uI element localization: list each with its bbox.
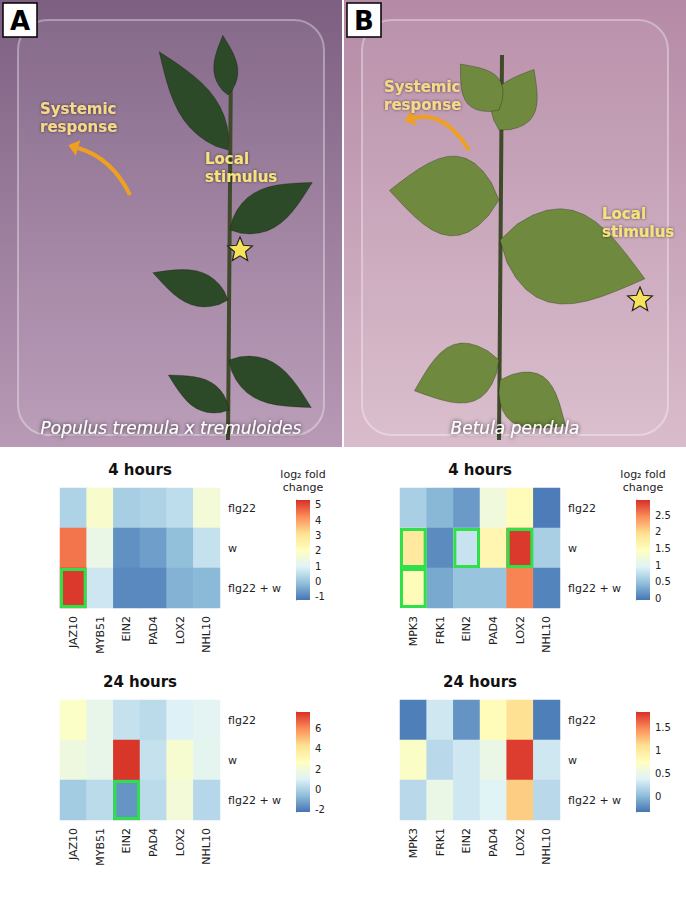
- svg-text:flg22: flg22: [228, 502, 256, 515]
- svg-text:Populus tremula x tremuloides: Populus tremula x tremuloides: [41, 418, 302, 438]
- svg-text:response: response: [384, 96, 461, 114]
- svg-text:change: change: [283, 481, 324, 494]
- svg-text:MYB51: MYB51: [94, 828, 107, 866]
- svg-text:LOX2: LOX2: [514, 616, 527, 644]
- svg-text:stimulus: stimulus: [602, 223, 674, 241]
- svg-text:6: 6: [315, 723, 321, 734]
- svg-text:4 hours: 4 hours: [108, 461, 172, 479]
- svg-text:flg22: flg22: [568, 714, 596, 727]
- svg-text:EIN2: EIN2: [460, 616, 473, 641]
- svg-text:LOX2: LOX2: [174, 828, 187, 856]
- svg-text:2: 2: [655, 526, 661, 537]
- svg-text:w: w: [568, 754, 577, 767]
- svg-text:0.5: 0.5: [655, 768, 671, 779]
- svg-text:JAZ10: JAZ10: [67, 828, 80, 861]
- svg-text:5: 5: [315, 499, 321, 510]
- svg-text:flg22 + w: flg22 + w: [568, 794, 621, 807]
- svg-text:NHL10: NHL10: [200, 616, 213, 653]
- svg-text:PAD4: PAD4: [147, 828, 160, 857]
- svg-text:flg22 + w: flg22 + w: [568, 582, 621, 595]
- svg-text:24 hours: 24 hours: [103, 673, 177, 691]
- svg-text:FRK1: FRK1: [434, 616, 447, 644]
- svg-text:MYB51: MYB51: [94, 616, 107, 654]
- svg-text:0: 0: [315, 784, 321, 795]
- svg-text:LOX2: LOX2: [174, 616, 187, 644]
- svg-text:0: 0: [655, 593, 661, 604]
- svg-text:NHL10: NHL10: [540, 616, 553, 653]
- svg-text:Local: Local: [205, 150, 249, 168]
- svg-text:w: w: [228, 542, 237, 555]
- svg-text:-2: -2: [315, 804, 325, 815]
- svg-text:EIN2: EIN2: [460, 828, 473, 853]
- svg-text:1.5: 1.5: [655, 722, 671, 733]
- svg-text:PAD4: PAD4: [487, 616, 500, 645]
- svg-text:NHL10: NHL10: [200, 828, 213, 865]
- svg-text:LOX2: LOX2: [514, 828, 527, 856]
- svg-text:flg22 + w: flg22 + w: [228, 582, 281, 595]
- svg-text:0: 0: [315, 576, 321, 587]
- svg-text:2.5: 2.5: [655, 510, 671, 521]
- svg-text:4: 4: [315, 515, 321, 526]
- svg-text:4: 4: [315, 743, 321, 754]
- svg-text:B: B: [354, 6, 374, 36]
- svg-text:Systemic: Systemic: [384, 78, 461, 96]
- svg-text:1: 1: [655, 745, 661, 756]
- svg-text:JAZ10: JAZ10: [67, 616, 80, 649]
- svg-text:NHL10: NHL10: [540, 828, 553, 865]
- svg-text:-1: -1: [315, 591, 325, 602]
- svg-text:w: w: [228, 754, 237, 767]
- svg-text:response: response: [40, 118, 117, 136]
- svg-text:EIN2: EIN2: [120, 616, 133, 641]
- svg-text:1: 1: [315, 561, 321, 572]
- svg-text:3: 3: [315, 530, 321, 541]
- svg-text:PAD4: PAD4: [487, 828, 500, 857]
- svg-text:flg22: flg22: [228, 714, 256, 727]
- svg-text:Systemic: Systemic: [40, 100, 117, 118]
- svg-text:2: 2: [315, 764, 321, 775]
- svg-text:0: 0: [655, 791, 661, 802]
- svg-text:24 hours: 24 hours: [443, 673, 517, 691]
- svg-text:FRK1: FRK1: [434, 828, 447, 856]
- svg-text:A: A: [10, 6, 30, 36]
- svg-text:flg22 + w: flg22 + w: [228, 794, 281, 807]
- svg-text:log₂ fold: log₂ fold: [620, 468, 665, 481]
- svg-text:1: 1: [655, 560, 661, 571]
- svg-text:flg22: flg22: [568, 502, 596, 515]
- svg-text:0.5: 0.5: [655, 576, 671, 587]
- svg-text:PAD4: PAD4: [147, 616, 160, 645]
- svg-text:MPK3: MPK3: [407, 828, 420, 858]
- svg-text:change: change: [623, 481, 664, 494]
- svg-text:EIN2: EIN2: [120, 828, 133, 853]
- svg-text:4 hours: 4 hours: [448, 461, 512, 479]
- svg-text:2: 2: [315, 545, 321, 556]
- svg-text:Local: Local: [602, 205, 646, 223]
- svg-text:stimulus: stimulus: [205, 168, 277, 186]
- svg-text:1.5: 1.5: [655, 543, 671, 554]
- svg-text:w: w: [568, 542, 577, 555]
- svg-text:MPK3: MPK3: [407, 616, 420, 646]
- svg-text:log₂ fold: log₂ fold: [280, 468, 325, 481]
- svg-text:Betula pendula: Betula pendula: [451, 418, 580, 438]
